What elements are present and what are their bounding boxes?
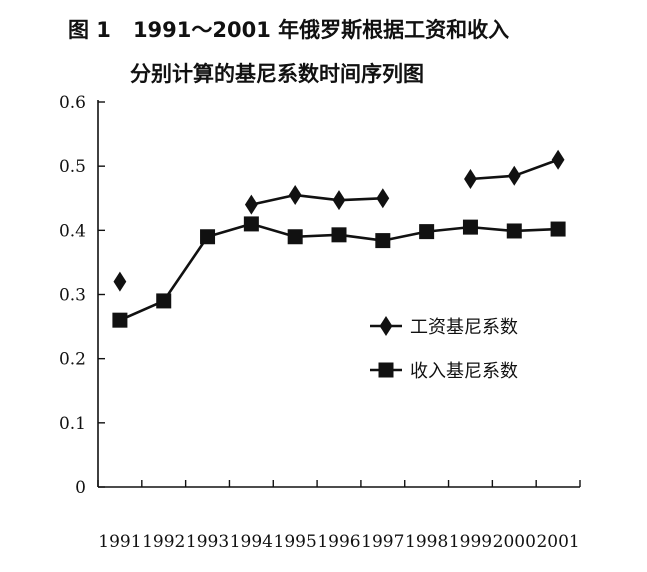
- legend-label: 工资基尼系数: [410, 317, 518, 338]
- data-point-square: [331, 227, 347, 243]
- data-point-diamond: [244, 194, 258, 215]
- y-tick-label: 0.5: [59, 157, 86, 177]
- x-tick-label: 1998: [405, 532, 448, 552]
- figure-number: 图 1: [68, 18, 111, 42]
- data-point-square: [419, 224, 435, 240]
- data-point-diamond: [332, 190, 346, 211]
- data-point-diamond: [288, 185, 302, 206]
- y-tick-label: 0.4: [59, 221, 86, 241]
- x-tick-label: 1995: [274, 532, 317, 552]
- x-tick-label: 2000: [493, 532, 536, 552]
- data-point-diamond: [507, 165, 521, 186]
- series-line-1: [251, 193, 383, 206]
- x-tick-label: 1993: [186, 532, 229, 552]
- title-text-1: 1991～2001 年俄罗斯根据工资和收入: [132, 18, 510, 42]
- data-point-square: [200, 229, 216, 245]
- data-point-diamond: [551, 149, 565, 170]
- legend-marker-diamond: [379, 316, 393, 336]
- y-tick-label: 0.2: [59, 350, 86, 370]
- data-point-square: [375, 233, 391, 249]
- series-markers: [112, 149, 566, 328]
- y-tick-label: 0.1: [59, 414, 86, 434]
- data-point-square: [462, 219, 478, 235]
- chart-title-line1: 图 1 1991～2001 年俄罗斯根据工资和收入: [68, 14, 647, 44]
- y-tick-label: 0.3: [59, 286, 86, 306]
- data-point-square: [287, 229, 303, 245]
- data-point-square: [112, 312, 128, 328]
- data-point-square: [506, 223, 522, 239]
- data-point-square: [243, 216, 259, 232]
- data-point-diamond: [113, 271, 127, 292]
- x-tick-label: 1999: [449, 532, 492, 552]
- x-tick-label: 2001: [536, 532, 579, 552]
- x-tick-label: 1997: [361, 532, 404, 552]
- x-tick-label: 1992: [142, 532, 185, 552]
- x-tick-label: 1994: [230, 532, 273, 552]
- x-tick-label: 1996: [317, 532, 360, 552]
- data-point-diamond: [376, 188, 390, 209]
- legend-label: 收入基尼系数: [410, 361, 518, 382]
- legend-marker-square: [378, 362, 394, 378]
- chart-title-line2: 分别计算的基尼系数时间序列图: [130, 62, 424, 86]
- y-tick-label: 0: [75, 478, 86, 498]
- x-tick-label: 1991: [98, 532, 141, 552]
- data-point-diamond: [464, 169, 477, 189]
- data-point-square: [156, 293, 172, 309]
- data-point-square: [550, 221, 566, 237]
- y-tick-label: 0.6: [59, 93, 86, 113]
